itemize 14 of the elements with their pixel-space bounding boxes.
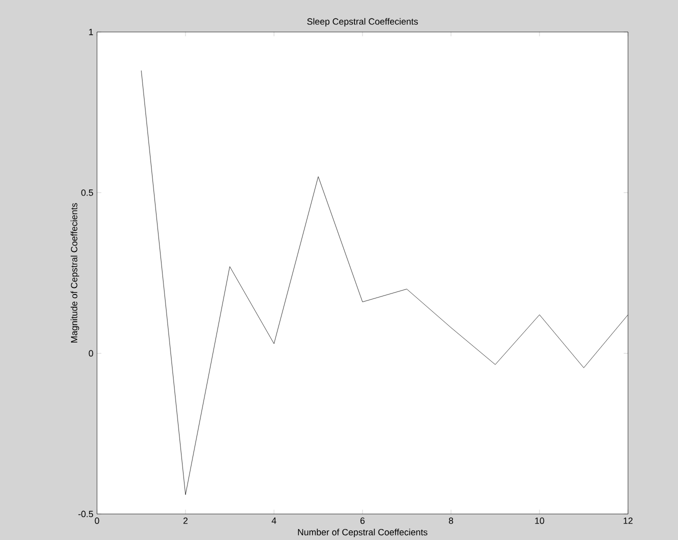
x-tick-label: 2 bbox=[183, 517, 188, 524]
y-tick-label: -0.5 bbox=[78, 510, 94, 517]
y-axis-title: Magnitude of Cepstral Coeffecients bbox=[70, 202, 80, 342]
chart-title: Sleep Cepstral Coeffecients bbox=[307, 18, 418, 26]
x-tick-label: 12 bbox=[624, 517, 633, 524]
y-tick-label: 0.5 bbox=[81, 189, 94, 196]
x-tick-label: 4 bbox=[272, 517, 276, 524]
x-axis-title: Number of Cepstral Coeffecients bbox=[298, 528, 428, 537]
y-tick-label: 0 bbox=[88, 350, 94, 356]
x-tick-label: 6 bbox=[360, 517, 365, 524]
y-tick-label: 1 bbox=[89, 28, 94, 35]
x-tick-label: 8 bbox=[448, 517, 454, 524]
x-tick-label: 10 bbox=[535, 517, 544, 524]
x-tick-label: 0 bbox=[94, 517, 100, 524]
